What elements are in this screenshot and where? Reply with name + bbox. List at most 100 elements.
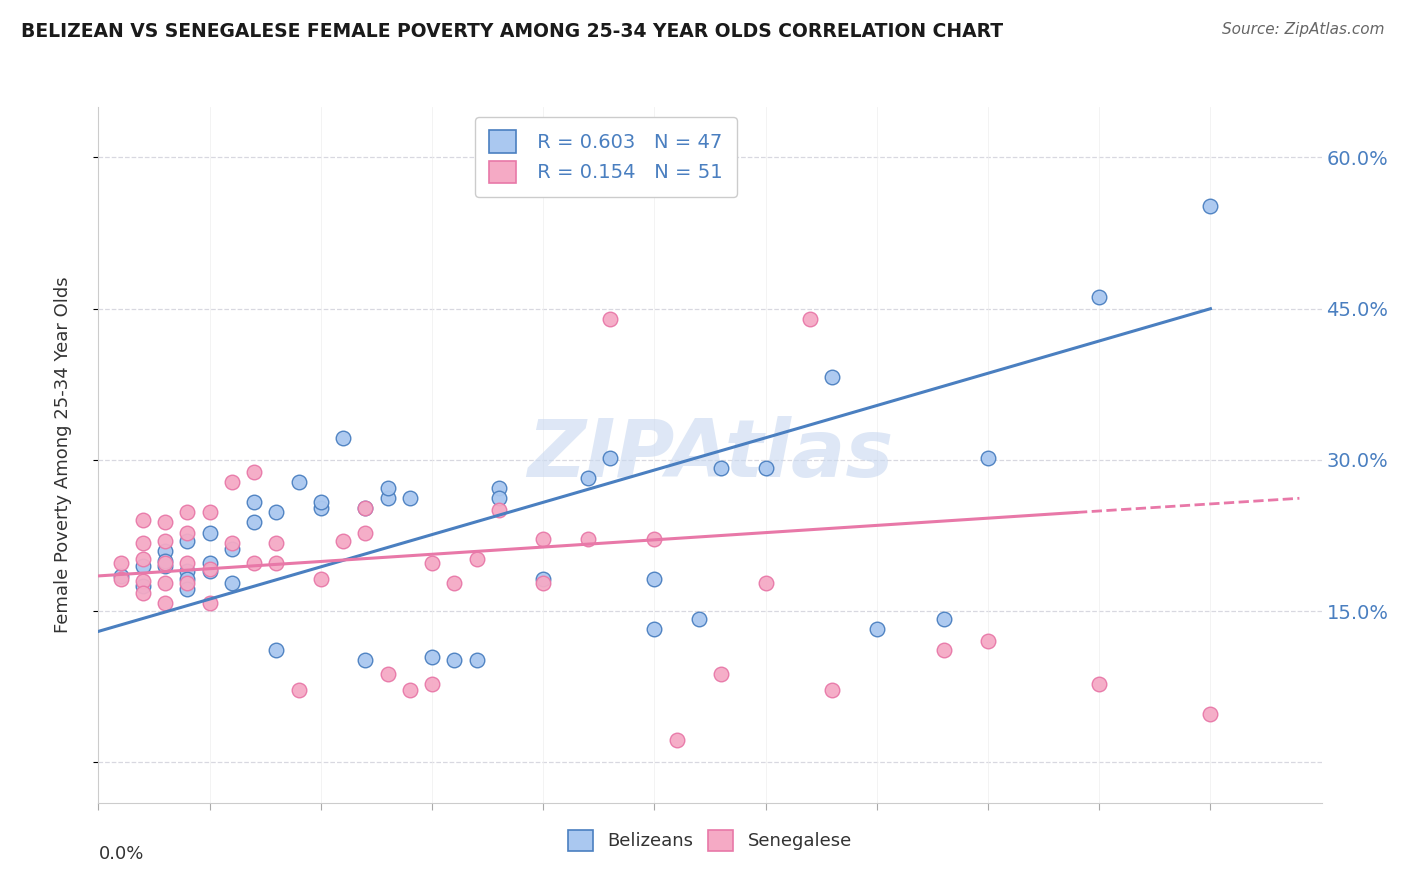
Text: ZIPAtlas: ZIPAtlas <box>527 416 893 494</box>
Point <box>710 666 733 681</box>
Point <box>153 556 176 570</box>
Point <box>287 682 309 697</box>
Point <box>266 556 288 570</box>
Point <box>488 491 510 506</box>
Point <box>243 556 266 570</box>
Point <box>153 543 176 558</box>
Point <box>176 564 198 578</box>
Point <box>153 596 176 610</box>
Point <box>866 623 889 637</box>
Point <box>465 652 488 666</box>
Point <box>599 311 621 326</box>
Point <box>665 733 688 747</box>
Point <box>354 652 377 666</box>
Point <box>176 533 198 548</box>
Point <box>132 551 155 566</box>
Point <box>132 586 155 600</box>
Point <box>266 642 288 657</box>
Point <box>176 572 198 586</box>
Text: 0.0%: 0.0% <box>98 845 143 863</box>
Point <box>266 505 288 519</box>
Text: Source: ZipAtlas.com: Source: ZipAtlas.com <box>1222 22 1385 37</box>
Point <box>221 475 243 490</box>
Point <box>377 481 399 495</box>
Point <box>821 370 844 384</box>
Point <box>153 516 176 530</box>
Point <box>198 525 221 540</box>
Point <box>932 612 955 626</box>
Point <box>266 535 288 549</box>
Point <box>643 572 665 586</box>
Point <box>420 556 443 570</box>
Point <box>755 461 778 475</box>
Point <box>531 572 554 586</box>
Point <box>354 501 377 516</box>
Point <box>443 652 465 666</box>
Point <box>710 461 733 475</box>
Point <box>821 682 844 697</box>
Point <box>688 612 710 626</box>
Point <box>531 532 554 546</box>
Point <box>420 677 443 691</box>
Point <box>176 576 198 591</box>
Point <box>531 576 554 591</box>
Point <box>377 491 399 506</box>
Point <box>198 564 221 578</box>
Point <box>176 556 198 570</box>
Point <box>799 311 821 326</box>
Legend: Belizeans, Senegalese: Belizeans, Senegalese <box>555 817 865 863</box>
Point <box>420 649 443 664</box>
Point <box>198 556 221 570</box>
Point <box>176 582 198 596</box>
Point <box>488 503 510 517</box>
Point <box>287 475 309 490</box>
Point <box>243 516 266 530</box>
Point <box>198 596 221 610</box>
Point <box>1088 290 1111 304</box>
Point <box>1199 707 1222 722</box>
Point <box>332 533 354 548</box>
Point <box>153 533 176 548</box>
Point <box>576 471 599 485</box>
Point <box>354 525 377 540</box>
Point <box>398 682 420 697</box>
Point <box>755 576 778 591</box>
Point <box>176 505 198 519</box>
Point <box>977 634 1000 648</box>
Point <box>176 525 198 540</box>
Point <box>354 501 377 516</box>
Point <box>221 576 243 591</box>
Point <box>576 532 599 546</box>
Point <box>309 495 332 509</box>
Point <box>221 541 243 556</box>
Point <box>153 558 176 573</box>
Point <box>132 579 155 593</box>
Point <box>309 501 332 516</box>
Y-axis label: Female Poverty Among 25-34 Year Olds: Female Poverty Among 25-34 Year Olds <box>53 277 72 633</box>
Point <box>198 562 221 576</box>
Point <box>153 576 176 591</box>
Point <box>332 431 354 445</box>
Point <box>110 556 132 570</box>
Point <box>153 554 176 568</box>
Point <box>377 666 399 681</box>
Point <box>243 465 266 479</box>
Point <box>243 495 266 509</box>
Point <box>488 481 510 495</box>
Point <box>443 576 465 591</box>
Point <box>643 532 665 546</box>
Point <box>465 551 488 566</box>
Point <box>309 572 332 586</box>
Point <box>221 535 243 549</box>
Text: BELIZEAN VS SENEGALESE FEMALE POVERTY AMONG 25-34 YEAR OLDS CORRELATION CHART: BELIZEAN VS SENEGALESE FEMALE POVERTY AM… <box>21 22 1004 41</box>
Point <box>977 450 1000 465</box>
Point <box>643 623 665 637</box>
Point <box>110 572 132 586</box>
Point <box>1199 199 1222 213</box>
Point <box>599 450 621 465</box>
Point <box>398 491 420 506</box>
Point <box>110 569 132 583</box>
Point <box>1088 677 1111 691</box>
Point <box>132 558 155 573</box>
Point <box>132 513 155 527</box>
